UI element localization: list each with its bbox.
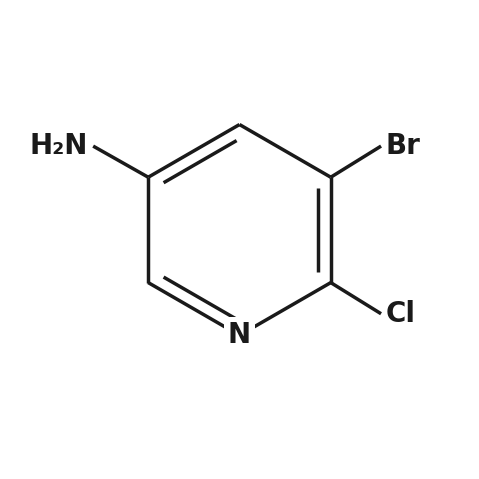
Text: Cl: Cl [386, 300, 416, 328]
Text: H₂N: H₂N [30, 132, 88, 160]
Text: Br: Br [386, 132, 421, 160]
Text: N: N [228, 321, 251, 349]
